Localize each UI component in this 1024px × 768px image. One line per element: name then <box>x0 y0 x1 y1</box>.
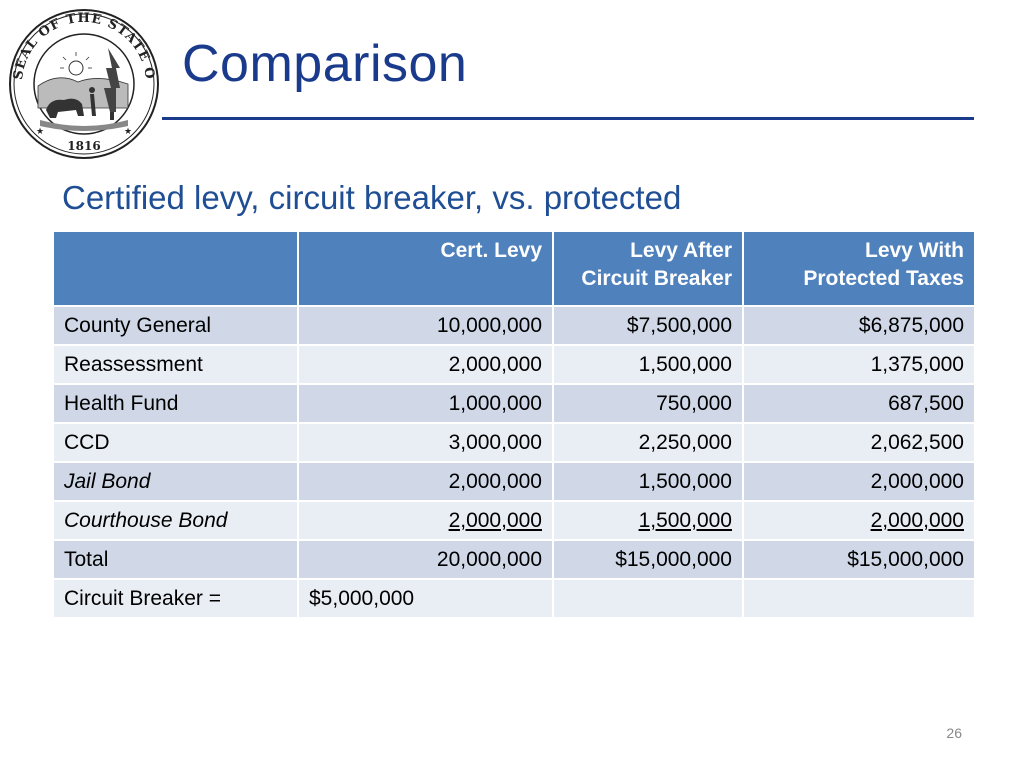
after-cb-cell: 1,500,000 <box>552 461 744 502</box>
svg-text:★: ★ <box>36 127 44 137</box>
cert-levy-cell: 1,000,000 <box>297 383 554 424</box>
after-cb-value: 1,500,000 <box>638 509 732 532</box>
cert-levy-cell: 3,000,000 <box>297 422 554 463</box>
header-blank <box>52 230 299 307</box>
row-label: Reassessment <box>52 344 299 385</box>
protected-cell: 2,000,000 <box>742 461 976 502</box>
header-after-cb-line-2: Circuit Breaker <box>581 267 732 290</box>
after-cb-cell: $7,500,000 <box>552 305 744 346</box>
header-protected-line-1: Levy With <box>865 239 964 262</box>
page-number: 26 <box>946 725 962 741</box>
table-row: CCD 3,000,000 2,250,000 2,062,500 <box>52 422 976 463</box>
levy-comparison-table: Cert. Levy Levy After Circuit Breaker Le… <box>52 230 976 619</box>
table-row: Health Fund 1,000,000 750,000 687,500 <box>52 383 976 424</box>
svg-text:★: ★ <box>124 127 132 137</box>
table-row-total: Total 20,000,000 $15,000,000 $15,000,000 <box>52 539 976 580</box>
after-cb-cell <box>552 578 744 619</box>
protected-cell <box>742 578 976 619</box>
table-header-row: Cert. Levy Levy After Circuit Breaker Le… <box>52 230 976 307</box>
header-levy-after-circuit-breaker: Levy After Circuit Breaker <box>552 230 744 307</box>
protected-cell: 1,375,000 <box>742 344 976 385</box>
table-row: County General 10,000,000 $7,500,000 $6,… <box>52 305 976 346</box>
cert-levy-cell: 2,000,000 <box>297 344 554 385</box>
row-label: Total <box>52 539 299 580</box>
table-row: Courthouse Bond 2,000,000 1,500,000 2,00… <box>52 500 976 541</box>
cert-levy-cell: 20,000,000 <box>297 539 554 580</box>
slide-subtitle: Certified levy, circuit breaker, vs. pro… <box>62 179 682 216</box>
protected-cell: 2,062,500 <box>742 422 976 463</box>
row-label: CCD <box>52 422 299 463</box>
protected-cell: $15,000,000 <box>742 539 976 580</box>
cert-levy-cell: 2,000,000 <box>297 500 554 541</box>
row-label: Jail Bond <box>52 461 299 502</box>
header-cert-levy: Cert. Levy <box>297 230 554 307</box>
after-cb-cell: 1,500,000 <box>552 344 744 385</box>
protected-cell: $6,875,000 <box>742 305 976 346</box>
header-cert-levy-line-1: Cert. Levy <box>440 239 542 262</box>
after-cb-cell: 1,500,000 <box>552 500 744 541</box>
table-row-circuit-breaker: Circuit Breaker = $5,000,000 <box>52 578 976 619</box>
row-label: Courthouse Bond <box>52 500 299 541</box>
row-label: Circuit Breaker = <box>52 578 299 619</box>
row-label: Health Fund <box>52 383 299 424</box>
row-label: County General <box>52 305 299 346</box>
cert-levy-cell: 2,000,000 <box>297 461 554 502</box>
circuit-breaker-amount: $5,000,000 <box>297 578 554 619</box>
after-cb-cell: $15,000,000 <box>552 539 744 580</box>
table-row: Reassessment 2,000,000 1,500,000 1,375,0… <box>52 344 976 385</box>
cert-levy-value: 2,000,000 <box>448 509 542 532</box>
header-protected-line-2: Protected Taxes <box>803 267 964 290</box>
protected-cell: 2,000,000 <box>742 500 976 541</box>
protected-value: 2,000,000 <box>870 509 964 532</box>
seal-year: 1816 <box>67 139 100 153</box>
after-cb-cell: 2,250,000 <box>552 422 744 463</box>
header-levy-with-protected-taxes: Levy With Protected Taxes <box>742 230 976 307</box>
table-row: Jail Bond 2,000,000 1,500,000 2,000,000 <box>52 461 976 502</box>
after-cb-cell: 750,000 <box>552 383 744 424</box>
slide-title: Comparison <box>182 35 468 93</box>
seal-scene <box>37 48 129 131</box>
protected-cell: 687,500 <box>742 383 976 424</box>
cert-levy-cell: 10,000,000 <box>297 305 554 346</box>
header-after-cb-line-1: Levy After <box>630 239 732 262</box>
title-divider <box>162 117 974 120</box>
indiana-state-seal-icon: SEAL OF THE STATE OF INDIANA 1816 ★ ★ <box>8 8 159 159</box>
